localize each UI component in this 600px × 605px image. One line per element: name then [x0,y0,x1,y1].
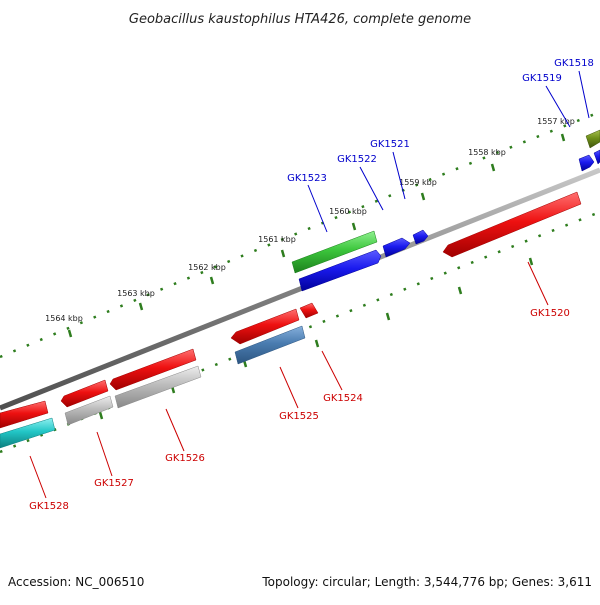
map-title: Geobacillus kaustophilus HTA426, complet… [129,12,471,27]
gene-feature-gk1527[interactable] [60,379,109,408]
kbp-label: 1558 kbp [468,148,506,157]
gene-label-gk1527[interactable]: GK1527 [94,478,134,489]
gene-label-gk1528[interactable]: GK1528 [29,501,69,512]
genome-summary-text: Topology: circular; Length: 3,544,776 bp… [261,575,592,589]
kbp-labels: 1557 kbp 1558 kbp 1559 kbp 1560 kbp 1561… [45,117,575,323]
gene-label-gk1519[interactable]: GK1519 [522,73,562,84]
gene-feature-gk1528[interactable] [0,400,49,429]
kbp-label: 1560 kbp [329,207,367,216]
gene-feature-steelblue[interactable] [234,325,306,365]
bottom-strand-features [0,191,582,449]
kbp-label: 1559 kbp [399,178,437,187]
outer-tick-ring [0,110,600,359]
genome-backbone [0,167,600,411]
kbp-label: 1563 kbp [117,289,155,298]
kbp-label: 1561 kbp [258,235,296,244]
gene-feature-gk1525[interactable] [230,308,300,345]
gene-feature-gk1520[interactable] [442,191,582,258]
gene-feature-gk1519[interactable] [578,154,595,172]
gene-feature-gk1519b[interactable] [593,149,600,165]
bottom-leader-lines [29,261,549,499]
gene-label-gk1525[interactable]: GK1525 [279,411,319,422]
kbp-label: 1557 kbp [537,117,575,126]
gene-label-gk1523[interactable]: GK1523 [287,173,327,184]
gene-feature-gk1524[interactable] [299,302,319,319]
kbp-label: 1564 kbp [45,314,83,323]
top-strand-features [291,129,600,292]
gene-feature-gk1523[interactable] [298,249,382,292]
gene-feature-gk1522[interactable] [382,237,411,258]
gene-feature-gray-1527[interactable] [64,395,114,426]
gene-label-gk1524[interactable]: GK1524 [323,393,363,404]
gene-feature-cyan[interactable] [0,417,56,449]
gene-feature-green[interactable] [291,230,378,274]
gene-label-gk1518[interactable]: GK1518 [554,58,594,69]
outer-major-ticks [67,133,566,338]
gene-label-gk1521[interactable]: GK1521 [370,139,410,150]
gene-feature-gray-1526[interactable] [114,365,202,409]
gene-label-gk1526[interactable]: GK1526 [165,453,205,464]
gene-feature-gk1526[interactable] [109,348,197,391]
kbp-label: 1562 kbp [188,263,226,272]
gene-feature-gk1521[interactable] [412,229,429,245]
accession-text: Accession: NC_006510 [8,575,144,589]
gene-labels: GK1518 GK1519 GK1521 GK1522 GK1523 GK152… [29,58,594,512]
gene-label-gk1520[interactable]: GK1520 [530,308,570,319]
top-leader-lines [307,70,590,233]
gene-label-gk1522[interactable]: GK1522 [337,154,377,165]
gene-feature-gk1518[interactable] [585,129,600,149]
